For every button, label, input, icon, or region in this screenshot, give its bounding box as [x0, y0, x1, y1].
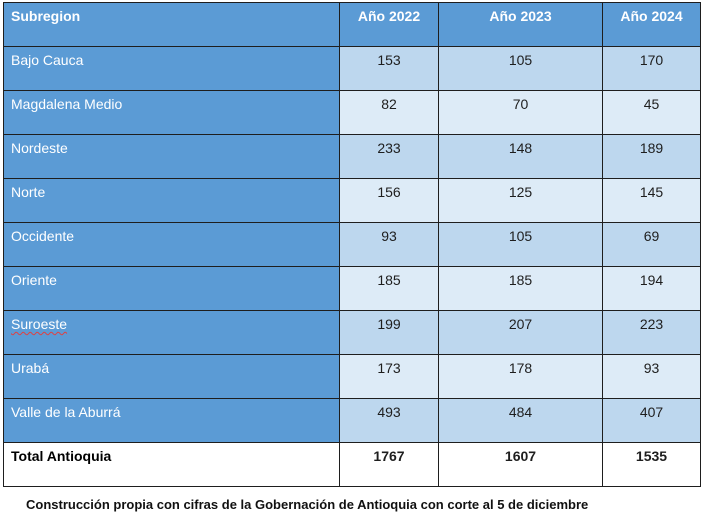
source-caption: Construcción propia con cifras de la Gob… [26, 497, 589, 512]
value-2024: 407 [602, 398, 701, 443]
table-row: Occidente 93 105 69 [3, 222, 701, 267]
region-name: Occidente [3, 222, 340, 267]
table-row: Bajo Cauca 153 105 170 [3, 46, 701, 91]
table-row: Norte 156 125 145 [3, 178, 701, 223]
value-2022: 199 [339, 310, 439, 355]
value-2023: 148 [438, 134, 603, 179]
table-row: Suroeste 199 207 223 [3, 310, 701, 355]
value-2024: 93 [602, 354, 701, 399]
region-name: Oriente [3, 266, 340, 311]
value-2022: 173 [339, 354, 439, 399]
value-2023: 105 [438, 222, 603, 267]
value-2022: 233 [339, 134, 439, 179]
total-2022: 1767 [339, 442, 439, 487]
value-2023: 207 [438, 310, 603, 355]
region-name-text: Suroeste [11, 316, 68, 332]
value-2024: 45 [602, 90, 701, 135]
region-name: Valle de la Aburrá [3, 398, 340, 443]
region-name: Urabá [3, 354, 340, 399]
value-2023: 484 [438, 398, 603, 443]
value-2022: 493 [339, 398, 439, 443]
table-row: Magdalena Medio 82 70 45 [3, 90, 701, 135]
header-year-2024: Año 2024 [602, 2, 701, 47]
value-2023: 185 [438, 266, 603, 311]
table-row: Nordeste 233 148 189 [3, 134, 701, 179]
value-2022: 185 [339, 266, 439, 311]
value-2022: 153 [339, 46, 439, 91]
table-row: Valle de la Aburrá 493 484 407 [3, 398, 701, 443]
total-2024: 1535 [602, 442, 701, 487]
region-name: Suroeste [3, 310, 340, 355]
value-2024: 223 [602, 310, 701, 355]
value-2022: 82 [339, 90, 439, 135]
value-2023: 105 [438, 46, 603, 91]
value-2023: 125 [438, 178, 603, 223]
value-2024: 194 [602, 266, 701, 311]
value-2022: 93 [339, 222, 439, 267]
header-year-2023: Año 2023 [438, 2, 603, 47]
region-name: Nordeste [3, 134, 340, 179]
table-row: Urabá 173 178 93 [3, 354, 701, 399]
subregion-table: Subregion Año 2022 Año 2023 Año 2024 Baj… [3, 2, 701, 487]
header-row: Subregion Año 2022 Año 2023 Año 2024 [3, 2, 701, 47]
total-label: Total Antioquia [3, 442, 340, 487]
value-2024: 170 [602, 46, 701, 91]
value-2024: 69 [602, 222, 701, 267]
total-2023: 1607 [438, 442, 603, 487]
region-name: Magdalena Medio [3, 90, 340, 135]
value-2022: 156 [339, 178, 439, 223]
header-year-2022: Año 2022 [339, 2, 439, 47]
total-row: Total Antioquia 1767 1607 1535 [3, 442, 701, 487]
table-row: Oriente 185 185 194 [3, 266, 701, 311]
value-2023: 70 [438, 90, 603, 135]
value-2024: 189 [602, 134, 701, 179]
region-name: Bajo Cauca [3, 46, 340, 91]
header-subregion: Subregion [3, 2, 340, 47]
value-2024: 145 [602, 178, 701, 223]
value-2023: 178 [438, 354, 603, 399]
region-name: Norte [3, 178, 340, 223]
